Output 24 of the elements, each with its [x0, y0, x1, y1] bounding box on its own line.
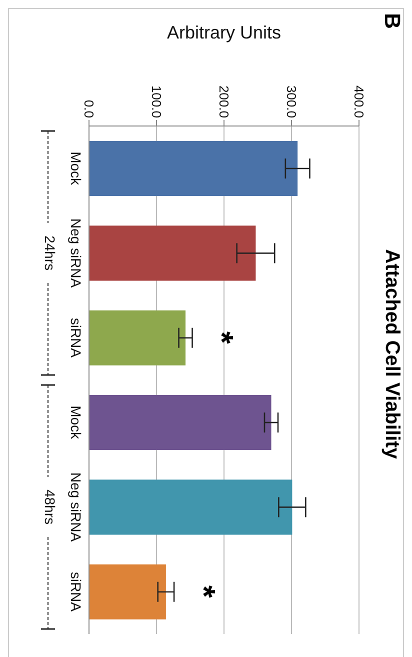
x-axis-title: Arbitrary Units — [166, 22, 282, 42]
x-tick-label: 0.0 — [81, 100, 96, 118]
text: 24hrs — [42, 235, 58, 271]
bar — [89, 141, 298, 196]
text: 48hrs — [42, 489, 58, 525]
x-tick-label: 300.0 — [284, 85, 299, 118]
text: Attached Cell Viability — [381, 249, 403, 459]
bar — [89, 395, 272, 450]
y-tick-label: Mock — [68, 152, 84, 186]
y-tick-label: siRNA — [68, 572, 84, 612]
y-tick-label: Mock — [68, 406, 84, 440]
y-tick-label: Neg siRNA — [68, 218, 84, 288]
annotation: * — [203, 330, 240, 346]
y-tick-label: siRNA — [68, 318, 84, 358]
x-tick-label: 100.0 — [148, 85, 164, 118]
bar — [89, 564, 166, 620]
annotation: * — [185, 584, 222, 600]
bar — [89, 226, 256, 281]
text: B — [379, 13, 405, 29]
y-tick-label: Neg siRNA — [68, 472, 84, 542]
bar — [89, 310, 186, 366]
x-tick-label: 400.0 — [351, 85, 366, 118]
bar — [89, 480, 292, 535]
x-tick-label: 200.0 — [216, 85, 232, 118]
